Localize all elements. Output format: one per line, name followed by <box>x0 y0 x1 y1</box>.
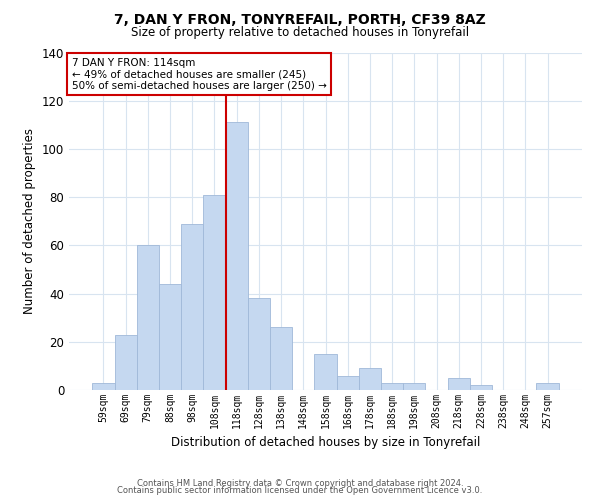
Bar <box>359 368 381 390</box>
Y-axis label: Number of detached properties: Number of detached properties <box>23 128 36 314</box>
Bar <box>115 334 137 390</box>
Bar <box>536 383 559 390</box>
Text: 7 DAN Y FRON: 114sqm
← 49% of detached houses are smaller (245)
50% of semi-deta: 7 DAN Y FRON: 114sqm ← 49% of detached h… <box>71 58 326 91</box>
Bar <box>137 246 159 390</box>
Bar <box>470 385 492 390</box>
Bar <box>203 194 226 390</box>
Bar <box>248 298 270 390</box>
Bar <box>314 354 337 390</box>
Bar <box>448 378 470 390</box>
Text: Size of property relative to detached houses in Tonyrefail: Size of property relative to detached ho… <box>131 26 469 39</box>
Text: 7, DAN Y FRON, TONYREFAIL, PORTH, CF39 8AZ: 7, DAN Y FRON, TONYREFAIL, PORTH, CF39 8… <box>114 12 486 26</box>
Bar <box>337 376 359 390</box>
Bar <box>159 284 181 390</box>
Bar <box>270 328 292 390</box>
Bar <box>381 383 403 390</box>
X-axis label: Distribution of detached houses by size in Tonyrefail: Distribution of detached houses by size … <box>171 436 480 450</box>
Bar <box>92 383 115 390</box>
Bar <box>226 122 248 390</box>
Bar <box>181 224 203 390</box>
Bar <box>403 383 425 390</box>
Text: Contains public sector information licensed under the Open Government Licence v3: Contains public sector information licen… <box>118 486 482 495</box>
Text: Contains HM Land Registry data © Crown copyright and database right 2024.: Contains HM Land Registry data © Crown c… <box>137 478 463 488</box>
